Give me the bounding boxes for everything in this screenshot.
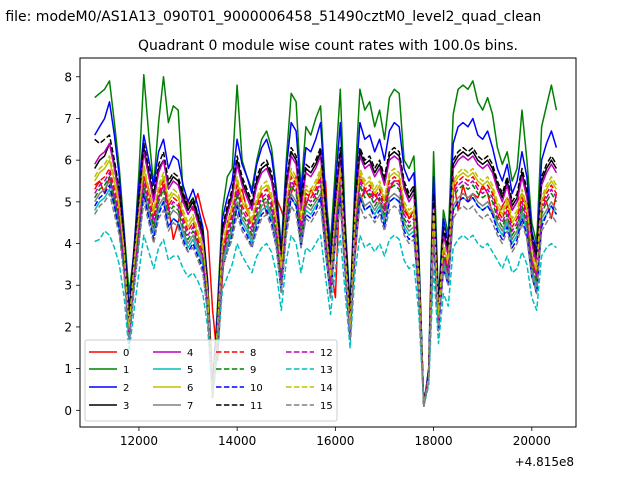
x-tick-label: 12000 xyxy=(120,434,158,448)
series-line-8 xyxy=(94,167,558,407)
series-layer xyxy=(94,73,558,407)
x-tick-label: 18000 xyxy=(414,434,452,448)
legend-label-2: 2 xyxy=(123,383,129,394)
series-line-14 xyxy=(94,155,558,407)
y-tick-label: 4 xyxy=(64,237,72,251)
legend-label-14: 14 xyxy=(320,383,333,394)
legend-label-4: 4 xyxy=(187,348,193,359)
legend-label-5: 5 xyxy=(187,365,193,376)
legend-box xyxy=(84,339,338,422)
legend-label-13: 13 xyxy=(320,365,333,376)
y-tick-label: 5 xyxy=(64,195,72,209)
series-line-12 xyxy=(94,171,558,407)
legend-label-1: 1 xyxy=(123,365,129,376)
legend-label-15: 15 xyxy=(320,401,333,412)
x-offset-label: +4.815e8 xyxy=(515,455,574,469)
series-line-15 xyxy=(94,192,558,407)
x-axis: 12000 14000 16000 18000 20000 xyxy=(120,427,551,448)
y-tick-label: 1 xyxy=(64,362,72,376)
legend-label-12: 12 xyxy=(320,348,333,359)
y-tick-label: 8 xyxy=(64,70,72,84)
legend-label-3: 3 xyxy=(123,401,129,412)
legend-label-11: 11 xyxy=(250,401,263,412)
series-line-9 xyxy=(94,176,558,407)
x-tick-label: 14000 xyxy=(218,434,256,448)
x-tick-label: 16000 xyxy=(316,434,354,448)
legend-label-0: 0 xyxy=(123,348,129,359)
chart-title: Quadrant 0 module wise count rates with … xyxy=(138,38,518,54)
series-line-7 xyxy=(94,180,558,407)
legend-label-9: 9 xyxy=(250,365,256,376)
y-tick-label: 0 xyxy=(64,404,72,418)
legend-label-8: 8 xyxy=(250,348,256,359)
y-tick-label: 3 xyxy=(64,279,72,293)
legend-label-7: 7 xyxy=(187,401,193,412)
legend-label-10: 10 xyxy=(250,383,263,394)
y-tick-label: 7 xyxy=(64,112,72,126)
figure-suptitle: n file: modeM0/AS1A13_090T01_9000006458_… xyxy=(0,9,541,25)
x-tick-label: 20000 xyxy=(513,434,551,448)
legend-label-6: 6 xyxy=(187,383,193,394)
plot-frame xyxy=(79,57,577,428)
y-tick-label: 2 xyxy=(64,320,72,334)
y-tick-label: 6 xyxy=(64,154,72,168)
series-line-11 xyxy=(94,134,558,407)
series-line-13 xyxy=(94,230,557,407)
y-axis: 0 1 2 3 4 5 6 7 8 xyxy=(64,70,80,418)
